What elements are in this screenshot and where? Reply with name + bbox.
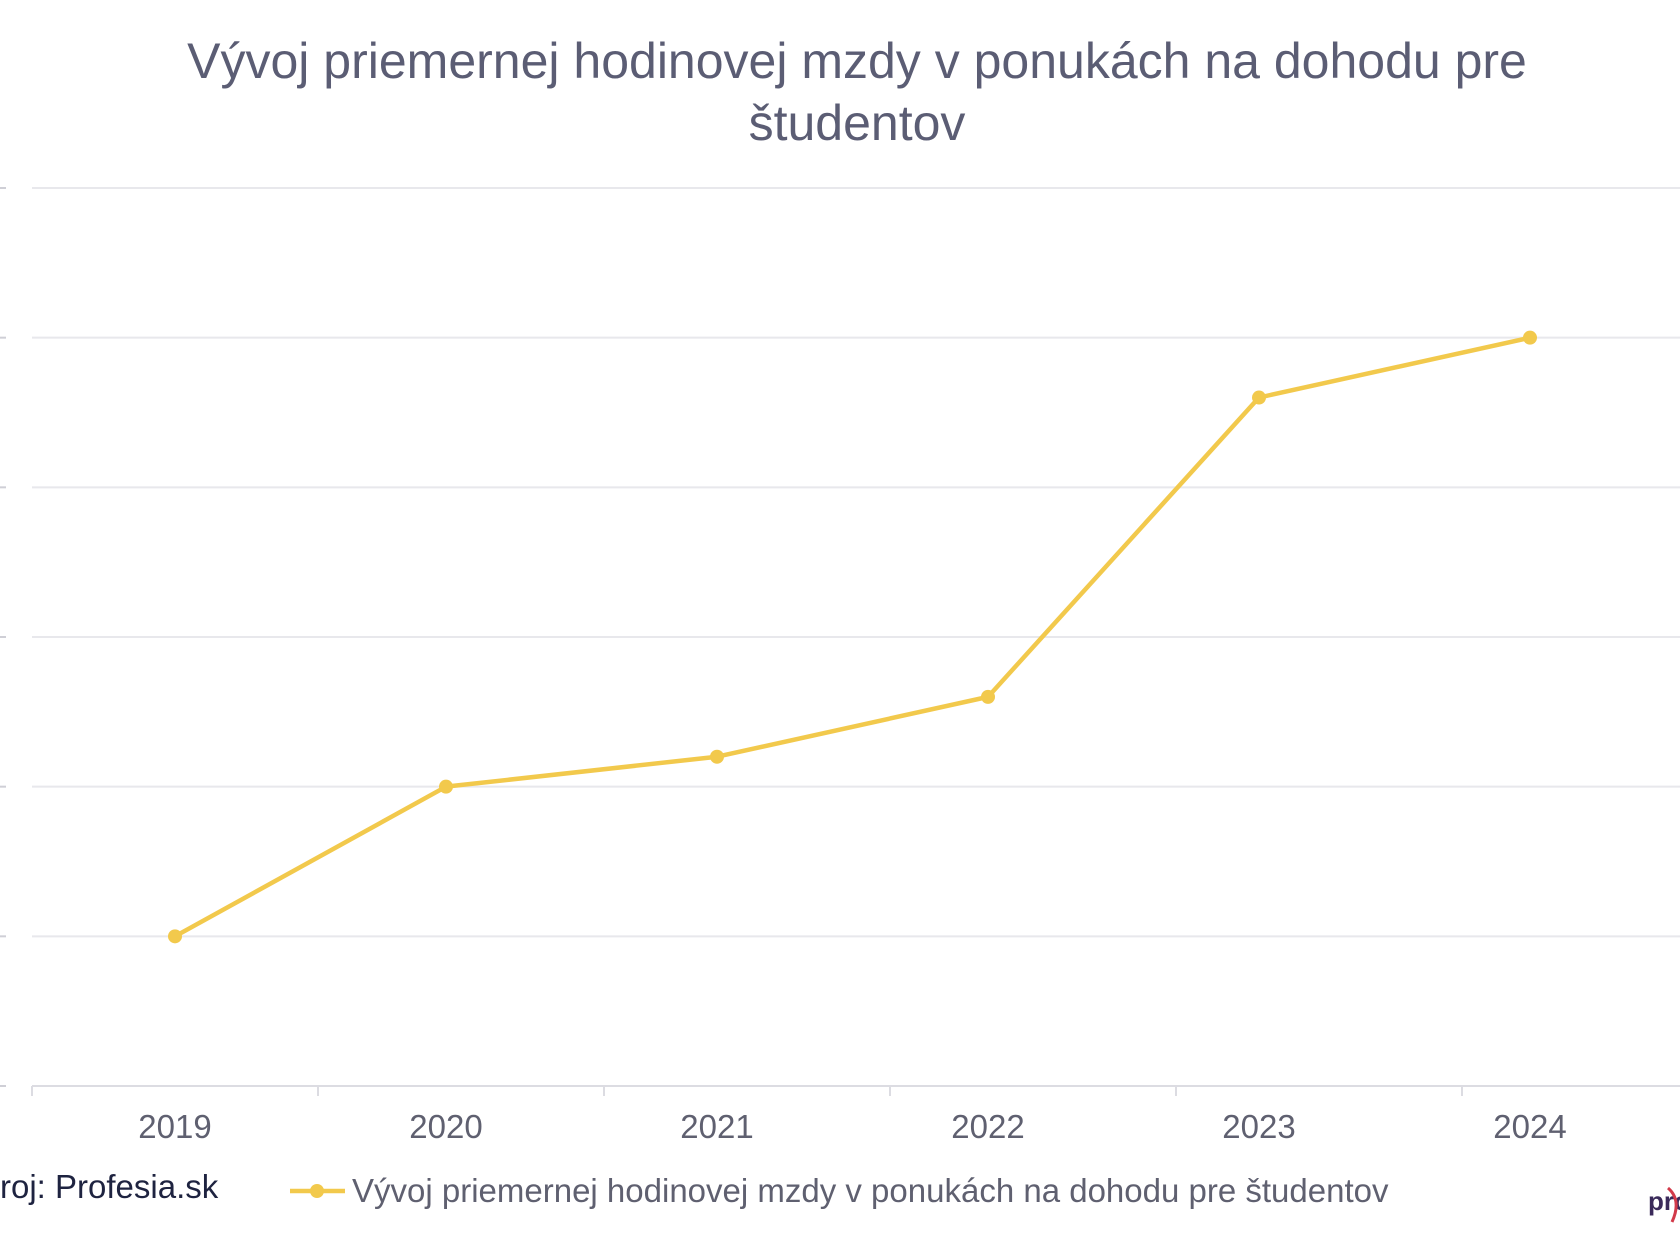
chart-title-line-1: Vývoj priemernej hodinovej mzdy v ponuká…: [187, 33, 1527, 89]
data-point-2020: [439, 779, 453, 794]
x-axis: 2019 2020 2021 2022 2023 2024: [31, 1086, 1567, 1145]
x-tick-label-2020: 2020: [409, 1108, 482, 1145]
x-tick-label-2021: 2021: [680, 1108, 753, 1145]
x-tick-label-2023: 2023: [1222, 1108, 1295, 1145]
legend-label: Vývoj priemernej hodinovej mzdy v ponuká…: [352, 1172, 1389, 1209]
gridlines: [0, 187, 1680, 1087]
series-points: [168, 330, 1537, 944]
x-tick-label-2024: 2024: [1493, 1108, 1566, 1145]
profesia-logo: pro: [1648, 1186, 1680, 1223]
data-point-2023: [1252, 390, 1266, 405]
data-point-2022: [981, 689, 995, 704]
data-point-2024: [1523, 330, 1537, 345]
source-label: roj: Profesia.sk: [0, 1168, 219, 1205]
data-point-2021: [710, 749, 724, 764]
chart-title-line-2: študentov: [749, 95, 966, 151]
series-line-0: [172, 335, 1533, 939]
legend-point-swatch: [310, 1184, 324, 1198]
logo-swoosh-icon: [1666, 1186, 1678, 1223]
legend: Vývoj priemernej hodinovej mzdy v ponuká…: [290, 1172, 1389, 1209]
x-tick-label-2022: 2022: [951, 1108, 1024, 1145]
chart-title: Vývoj priemernej hodinovej mzdy v ponuká…: [187, 33, 1527, 151]
x-tick-label-2019: 2019: [138, 1108, 211, 1145]
data-point-2019: [168, 929, 182, 944]
series-lines: [172, 335, 1533, 939]
